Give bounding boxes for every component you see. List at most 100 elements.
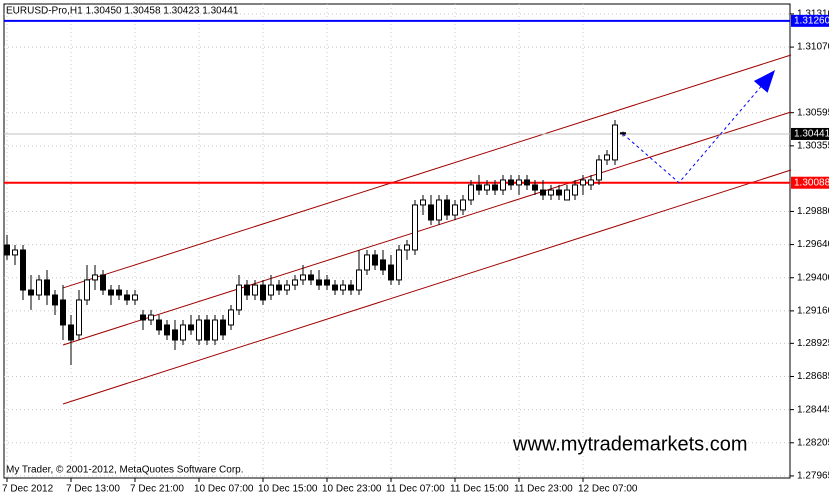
candle-body xyxy=(492,184,498,191)
forecast-arrowhead xyxy=(753,70,775,93)
candle-body xyxy=(372,254,378,266)
marks xyxy=(4,19,792,405)
candle-body xyxy=(12,249,18,256)
x-tick-label: 7 Dec 2012 xyxy=(2,484,54,495)
candle-body xyxy=(620,132,626,135)
candle-body xyxy=(60,299,66,326)
candle-body xyxy=(468,184,474,201)
chart-title: EURUSD-Pro,H1 1.30450 1.30458 1.30423 1.… xyxy=(6,6,239,17)
candle-body xyxy=(564,189,570,201)
candle-body xyxy=(164,324,170,336)
candle-body xyxy=(20,249,26,291)
candle-body xyxy=(388,264,394,281)
candle-body xyxy=(44,279,50,296)
candle-body xyxy=(252,284,258,296)
candle-body xyxy=(524,179,530,186)
candle-body xyxy=(148,314,154,321)
y-tick-label: 1.27965 xyxy=(797,471,829,482)
candle-body xyxy=(140,314,146,321)
candle-body xyxy=(444,199,450,216)
candle-body xyxy=(588,179,594,186)
x-tick-label: 10 Dec 23:00 xyxy=(322,484,382,495)
candle-body xyxy=(604,154,610,161)
candle-body xyxy=(308,274,314,281)
y-tick-label: 1.29160 xyxy=(797,306,829,317)
candle-body xyxy=(556,189,562,196)
x-tick-label: 11 Dec 15:00 xyxy=(450,484,509,495)
price-label: 1.30441 xyxy=(794,129,829,140)
candle-body xyxy=(356,269,362,291)
candle-body xyxy=(28,289,34,296)
candle-body xyxy=(540,189,546,196)
candle-body xyxy=(124,294,130,301)
candle-body xyxy=(204,319,210,341)
candle-body xyxy=(236,284,242,311)
candle-body xyxy=(596,159,602,181)
candle-body xyxy=(36,279,42,296)
candle-body xyxy=(4,244,10,256)
channel-line xyxy=(62,111,792,346)
candle-body xyxy=(116,289,122,296)
x-tick-label: 12 Dec 07:00 xyxy=(578,484,638,495)
candle-body xyxy=(212,319,218,341)
candle-body xyxy=(188,324,194,331)
candle-body xyxy=(284,284,290,291)
candle-body xyxy=(428,204,434,221)
forecast-line xyxy=(622,69,776,184)
candle-body xyxy=(244,284,250,296)
x-tick-label: 7 Dec 13:00 xyxy=(66,484,120,495)
candle-body xyxy=(260,284,266,301)
candle-body xyxy=(300,274,306,281)
candle-body xyxy=(420,199,426,206)
candle-body xyxy=(380,259,386,271)
price-label: 1.30088 xyxy=(794,177,829,188)
y-tick-label: 1.30595 xyxy=(797,107,829,118)
candle-body xyxy=(508,179,514,186)
y-tick-label: 1.30355 xyxy=(797,140,829,151)
y-tick-label: 1.28205 xyxy=(797,437,829,448)
candle-body xyxy=(268,284,274,296)
candle-body xyxy=(220,319,226,336)
y-tick-label: 1.28925 xyxy=(797,338,829,349)
candle-body xyxy=(532,184,538,191)
candle-body xyxy=(100,274,106,291)
candle-body xyxy=(436,199,442,221)
candle-body xyxy=(484,184,490,191)
candle-body xyxy=(84,279,90,301)
channel-line xyxy=(62,54,792,289)
labels: 1.31310 1.31070 1.30595 1.30355 1.29880 1.296… xyxy=(2,9,829,495)
candle-body xyxy=(476,184,482,191)
plot-frame xyxy=(3,3,791,479)
price-label-box xyxy=(791,176,829,189)
candle-body xyxy=(340,284,346,291)
candle-body xyxy=(228,309,234,326)
x-tick-label: 11 Dec 23:00 xyxy=(514,484,573,495)
candle-body xyxy=(332,284,338,291)
candle-body xyxy=(348,284,354,291)
y-tick-label: 1.29400 xyxy=(797,272,829,283)
x-tick-label: 10 Dec 15:00 xyxy=(258,484,318,495)
y-tick-label: 1.28685 xyxy=(797,371,829,382)
candle-body xyxy=(396,249,402,281)
y-tick-label: 1.31310 xyxy=(797,9,829,20)
candle-body xyxy=(180,324,186,341)
candle-body xyxy=(364,254,370,271)
candle-body xyxy=(292,279,298,286)
y-tick-label: 1.31070 xyxy=(797,42,829,53)
x-tick-label: 10 Dec 07:00 xyxy=(194,484,254,495)
candle-body xyxy=(580,179,586,186)
candle-body xyxy=(276,284,282,291)
candle-body xyxy=(76,299,82,336)
candle-body xyxy=(452,204,458,216)
candle-body xyxy=(324,279,330,286)
channel-line xyxy=(62,169,792,405)
candle-body xyxy=(500,179,506,191)
candle-body xyxy=(108,289,114,296)
price-label-box xyxy=(791,127,829,140)
candle-body xyxy=(92,274,98,281)
candle-body xyxy=(316,279,322,286)
candle-body xyxy=(196,319,202,341)
candle-body xyxy=(68,324,74,341)
